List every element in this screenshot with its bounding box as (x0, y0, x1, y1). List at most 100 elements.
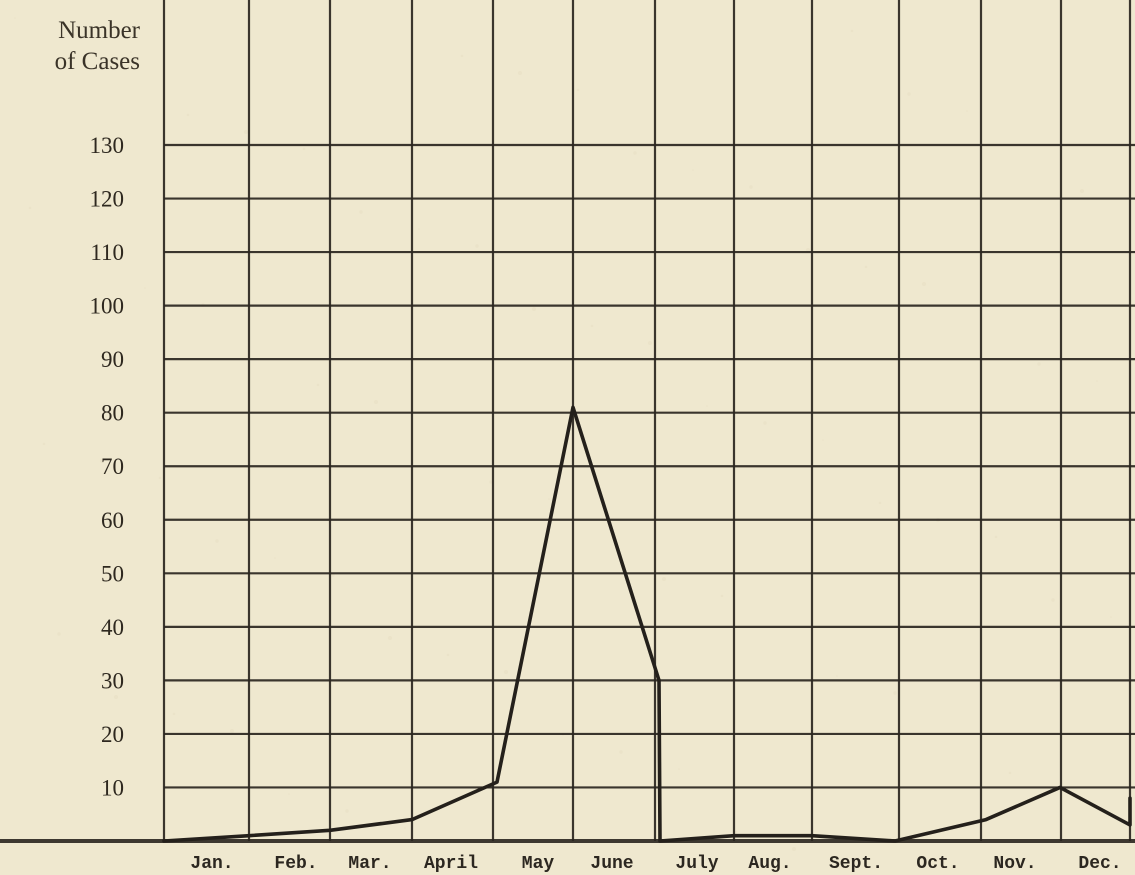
paper-speck (893, 691, 897, 695)
y-tick-label: 10 (101, 775, 124, 800)
paper-speck (864, 265, 868, 269)
data-point (1058, 786, 1062, 789)
paper-speck (548, 498, 550, 500)
paper-speck (517, 70, 523, 76)
x-tick-label: May (522, 854, 555, 874)
paper-grain (14, 17, 1112, 852)
data-point (410, 818, 414, 821)
paper-speck (1037, 362, 1041, 366)
paper-speck (633, 151, 637, 155)
paper-speck (878, 501, 882, 505)
paper-speck (1051, 598, 1055, 602)
y-tick-label: 70 (101, 454, 124, 479)
paper-speck (373, 399, 379, 405)
y-tick-label: 20 (101, 722, 124, 747)
axis-labels: 10 20 30 40 50 60 70 80 90 100 110 120 130 Jan. Feb. Ma… (90, 133, 1122, 874)
paper-speck (446, 653, 450, 657)
paper-speck (14, 17, 16, 19)
x-tick-label: Feb. (274, 854, 317, 874)
data-point (1128, 823, 1132, 827)
paper-speck (734, 830, 738, 834)
series-line (162, 405, 1132, 843)
paper-speck (720, 594, 724, 598)
y-tick-label: 50 (101, 561, 124, 586)
x-tick-label: Nov. (993, 854, 1036, 874)
y-tick-label: 90 (101, 347, 124, 372)
data-point (571, 405, 575, 409)
paper-speck (243, 129, 249, 135)
paper-speck (531, 306, 537, 312)
paper-speck (692, 169, 694, 171)
paper-speck (503, 669, 509, 675)
paper-speck (921, 281, 927, 287)
paper-speck (215, 539, 219, 543)
paper-speck (345, 809, 349, 813)
paper-speck (678, 768, 680, 770)
data-point (810, 834, 814, 838)
x-tick-label: April (424, 854, 478, 874)
paper-speck (229, 728, 235, 734)
data-point (893, 839, 897, 843)
data-point (1128, 796, 1132, 800)
paper-speck (994, 535, 998, 539)
data-point (657, 678, 661, 682)
paper-speck (144, 287, 146, 289)
paper-speck (590, 324, 594, 328)
series-layer (162, 405, 1132, 843)
paper-speck (647, 340, 653, 346)
paper-speck (71, 33, 75, 37)
paper-speck (99, 458, 105, 464)
paper-speck (316, 383, 320, 387)
paper-speck (460, 54, 464, 58)
paper-speck (1110, 616, 1112, 618)
y-tick-label: 130 (90, 133, 125, 158)
paper-speck (791, 846, 797, 852)
x-tick-label: Mar. (348, 854, 391, 874)
paper-speck (387, 635, 393, 641)
y-tick-label: 30 (101, 668, 124, 693)
x-tick-label: July (675, 854, 718, 874)
paper-speck (113, 694, 119, 700)
paper-speck (475, 244, 479, 248)
y-tick-label: 40 (101, 615, 124, 640)
paper-speck (288, 793, 290, 795)
paper-speck (1008, 771, 1012, 775)
grid (0, 0, 1135, 843)
paper-speck (57, 632, 61, 636)
y-axis-title-line-2: of Cases (54, 48, 140, 75)
y-tick-label: 80 (101, 401, 124, 426)
y-tick-label: 100 (90, 294, 125, 319)
paper-speck (359, 210, 363, 214)
paper-speck (172, 712, 176, 716)
data-point (162, 839, 166, 843)
paper-speck (130, 51, 132, 53)
paper-speck (28, 206, 32, 210)
y-tick-label: 120 (90, 187, 125, 212)
paper-speck (186, 113, 190, 117)
paper-speck (302, 147, 306, 151)
data-point (328, 828, 332, 832)
y-tick-label: 110 (90, 240, 124, 265)
paper-speck (661, 576, 667, 582)
y-tick-label: 60 (101, 508, 124, 533)
data-point (984, 818, 988, 821)
data-point (658, 839, 662, 843)
x-tick-label: Aug. (748, 854, 791, 874)
paper-speck (274, 557, 276, 559)
x-tick-label: Dec. (1078, 854, 1121, 874)
paper-speck (404, 827, 406, 829)
paper-speck (706, 405, 708, 407)
data-point (495, 780, 499, 784)
paper-speck (850, 29, 854, 33)
data-point (247, 834, 251, 838)
x-tick-label: Sept. (829, 854, 883, 874)
paper-speck (1096, 380, 1098, 382)
paper-speck (576, 88, 580, 92)
paper-speck (966, 110, 968, 112)
paper-speck (749, 185, 753, 189)
x-tick-label: June (590, 854, 633, 874)
paper-speck (418, 228, 420, 230)
x-tick-label: Oct. (916, 854, 959, 874)
paper-speck (158, 476, 162, 480)
